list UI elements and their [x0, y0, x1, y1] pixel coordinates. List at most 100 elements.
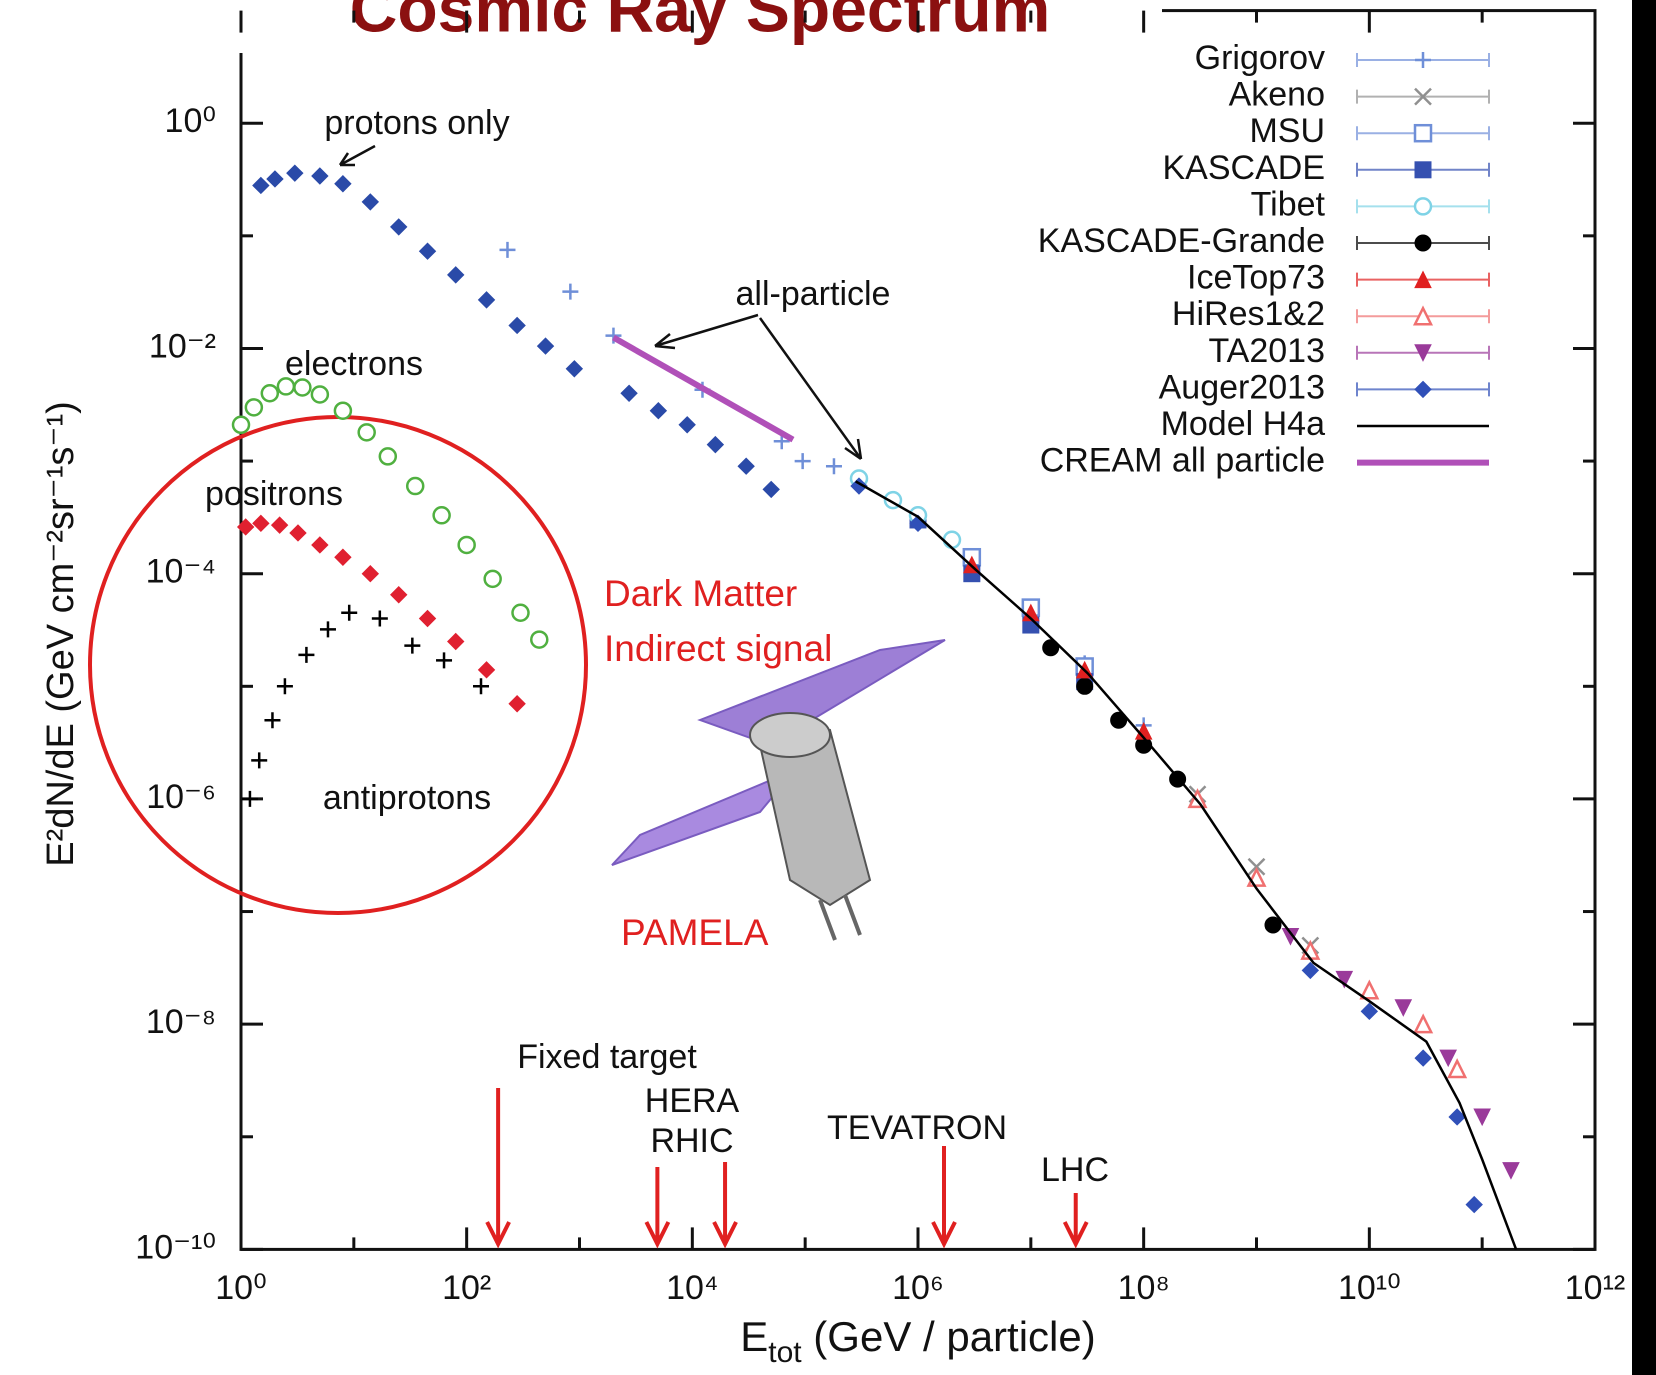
annotation-arrow	[655, 315, 861, 459]
data-point	[509, 317, 525, 333]
x-axis-label-main: E	[740, 1313, 768, 1360]
data-point	[341, 605, 357, 621]
data-point	[1415, 1050, 1431, 1066]
data-point	[312, 537, 328, 553]
annotation: all-particle	[736, 275, 891, 313]
legend-label: KASCADE	[1163, 149, 1326, 187]
data-point	[312, 168, 328, 184]
accelerator-arrow	[1065, 1193, 1087, 1244]
data-point	[944, 532, 960, 548]
data-point	[312, 387, 328, 403]
annotation: Indirect signal	[604, 628, 832, 669]
data-point	[404, 638, 420, 654]
y-axis-label: E²dN/dE (GeV cm⁻²sr⁻¹s⁻¹)	[40, 401, 82, 867]
legend-label: Grigorov	[1195, 39, 1325, 77]
y-tick-label: 10⁻⁶	[146, 778, 216, 816]
page: {"chart_data": { "type": "scatter", "tit…	[0, 0, 1656, 1375]
data-point	[1503, 1163, 1519, 1179]
y-tick-label: 10⁰	[165, 102, 216, 140]
accelerator-arrow	[714, 1162, 736, 1244]
data-point	[420, 611, 436, 627]
data-point	[562, 284, 578, 300]
data-point	[287, 165, 303, 181]
data-point	[253, 515, 269, 531]
data-point	[738, 458, 754, 474]
data-point	[436, 652, 452, 668]
annotation-arrow	[340, 146, 375, 165]
data-point	[320, 621, 336, 637]
data-point	[233, 417, 249, 433]
legend-label: Auger2013	[1159, 368, 1325, 406]
data-point	[707, 437, 723, 453]
x-axis-label-rest: (GeV / particle)	[802, 1313, 1096, 1360]
accelerator-label: RHIC	[650, 1122, 733, 1160]
series-line	[613, 338, 793, 440]
data-point	[391, 219, 407, 235]
legend-symbol	[1415, 198, 1431, 214]
data-point	[1449, 1061, 1465, 1077]
data-point	[1440, 1050, 1456, 1066]
legend-label: IceTop73	[1187, 259, 1325, 297]
data-point	[485, 571, 501, 587]
data-point	[509, 696, 525, 712]
satellite	[612, 640, 945, 940]
annotation: PAMELA	[621, 912, 769, 953]
data-point	[420, 243, 436, 259]
legend-label: Model H4a	[1161, 405, 1326, 443]
data-point	[380, 448, 396, 464]
data-point	[290, 525, 306, 541]
data-point	[1415, 1016, 1431, 1032]
border	[1632, 0, 1656, 1375]
legend-symbol	[1415, 381, 1431, 397]
data-point	[372, 611, 388, 627]
accelerator-arrow	[933, 1146, 955, 1244]
legend-symbol	[1415, 162, 1431, 178]
annotation: protons only	[324, 104, 509, 142]
data-point	[251, 752, 267, 768]
chart: Cosmic Ray Spectrum protons only electro…	[0, 0, 1656, 1375]
legend-label: TA2013	[1208, 332, 1325, 370]
legend-symbol	[1415, 125, 1431, 141]
accelerator-label: LHC	[1041, 1151, 1109, 1189]
accelerator-arrow	[487, 1088, 509, 1244]
x-tick-label: 10⁴	[666, 1269, 718, 1307]
accelerator-label: HERA	[645, 1082, 740, 1120]
x-tick-label: 10⁰	[215, 1269, 266, 1307]
data-point	[479, 662, 495, 678]
data-point	[473, 678, 489, 694]
data-point	[566, 361, 582, 377]
data-point	[277, 678, 293, 694]
data-point	[826, 458, 842, 474]
data-point	[407, 478, 423, 494]
legend-label: Tibet	[1251, 185, 1326, 223]
accelerator-label: Fixed target	[517, 1038, 697, 1076]
data-point	[434, 507, 450, 523]
data-point	[621, 385, 637, 401]
data-point	[679, 417, 695, 433]
x-tick-label: 10¹²	[1565, 1269, 1625, 1307]
accelerator-label: TEVATRON	[827, 1109, 1007, 1147]
data-point	[531, 632, 547, 648]
data-point	[294, 380, 310, 396]
data-point	[448, 633, 464, 649]
data-point	[479, 292, 495, 308]
data-point	[1466, 1197, 1482, 1213]
data-point	[448, 267, 464, 283]
x-tick-label: 10¹⁰	[1338, 1269, 1401, 1307]
data-point	[298, 647, 314, 663]
data-point	[278, 378, 294, 394]
x-tick-label: 10⁸	[1118, 1269, 1170, 1307]
data-point	[459, 537, 475, 553]
data-point	[650, 403, 666, 419]
annotation: positrons	[205, 475, 343, 513]
data-point	[253, 177, 269, 193]
y-tick-label: 10⁻²	[149, 327, 216, 365]
y-tick-label: 10⁻⁸	[146, 1003, 216, 1041]
legend-symbol	[1415, 235, 1431, 251]
data-point	[1474, 1109, 1490, 1125]
legend-symbol	[1415, 52, 1431, 68]
data-point	[795, 453, 811, 469]
data-point	[362, 566, 378, 582]
x-tick-label: 10⁶	[892, 1269, 944, 1307]
data-point	[242, 791, 258, 807]
